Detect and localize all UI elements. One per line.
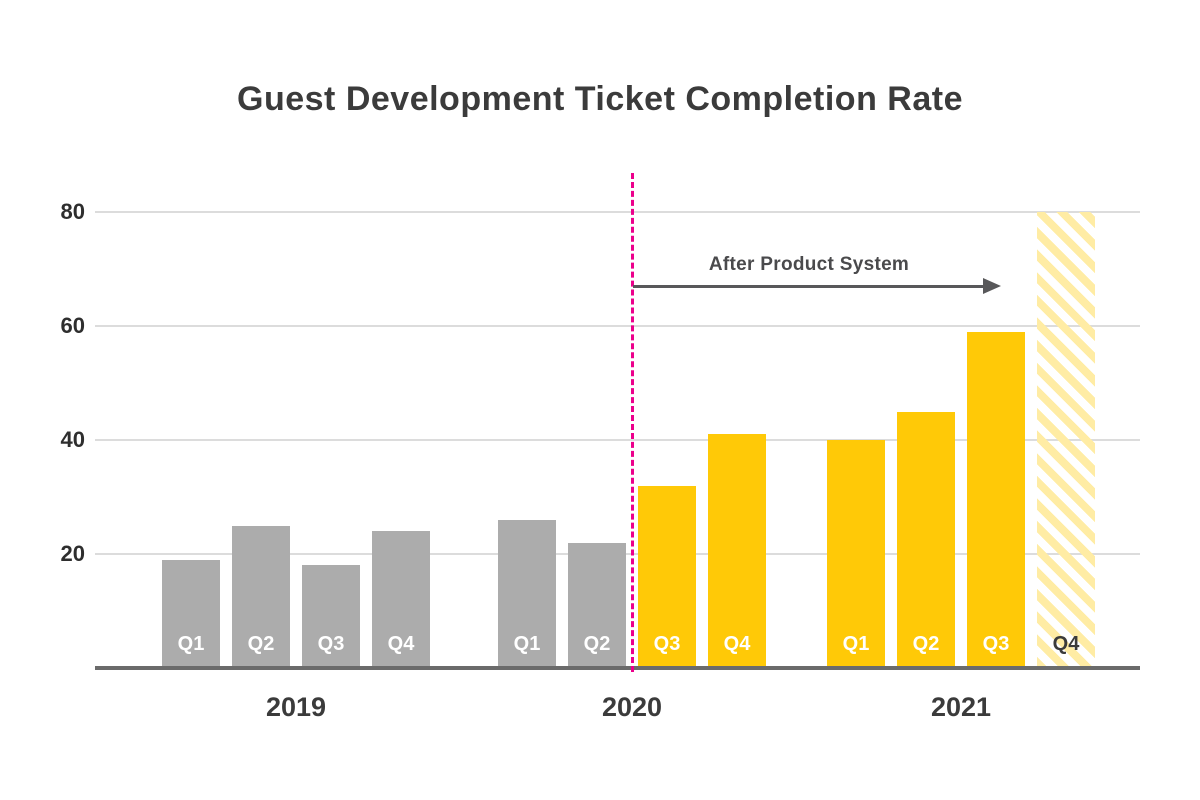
year-label-2021: 2021 <box>930 692 992 722</box>
bar-2021-q2: Q2 <box>897 411 955 668</box>
bar-label: Q2 <box>247 633 275 655</box>
gridline-40 <box>95 439 1140 441</box>
bar-label: Q1 <box>177 632 205 655</box>
gridline-80 <box>95 211 1140 213</box>
y-tick-40: 40 <box>60 427 85 452</box>
chart-title: Guest Development Ticket Completion Rate <box>237 80 963 118</box>
bar-label: Q2 <box>583 632 611 655</box>
y-tick-80: 80 <box>60 199 85 224</box>
bar-2021-q4: Q4 <box>1037 212 1095 668</box>
bar-label: Q4 <box>1052 633 1080 655</box>
bar-label: Q3 <box>653 632 681 655</box>
bar-label: Q1 <box>842 633 870 655</box>
bar-label: Q2 <box>912 633 940 655</box>
bar-2020-q4: Q4 <box>708 434 766 668</box>
bar-2019-q3: Q3 <box>302 565 360 668</box>
bar-2020-q2: Q2 <box>568 542 626 668</box>
gridline-60 <box>95 325 1140 327</box>
bar-2019-q1: Q1 <box>162 559 220 668</box>
bar-2020-q1: Q1 <box>498 519 556 668</box>
product-system-divider-line <box>631 173 634 672</box>
arrow-head-icon <box>983 278 1001 294</box>
bar-2020-q3: Q3 <box>638 485 696 668</box>
bar-2021-q1: Q1 <box>827 440 885 668</box>
bar-label: Q3 <box>317 632 345 655</box>
bar-label: Q1 <box>513 632 541 655</box>
bar-2021-q3: Q3 <box>967 331 1025 668</box>
bar-2019-q2: Q2 <box>232 525 290 668</box>
bar-2019-q4: Q4 <box>372 531 430 668</box>
annotation-arrow-line <box>633 278 1001 294</box>
bar-label: Q4 <box>387 632 415 655</box>
x-axis-line <box>95 666 1140 670</box>
y-tick-20: 20 <box>60 541 85 566</box>
year-label-2019: 2019 <box>265 692 327 722</box>
bar-label: Q4 <box>723 632 751 655</box>
y-tick-60: 60 <box>60 313 85 338</box>
year-label-2020: 2020 <box>601 692 663 722</box>
annotation-label: After Product System <box>708 254 910 275</box>
bar-label: Q3 <box>982 632 1010 655</box>
